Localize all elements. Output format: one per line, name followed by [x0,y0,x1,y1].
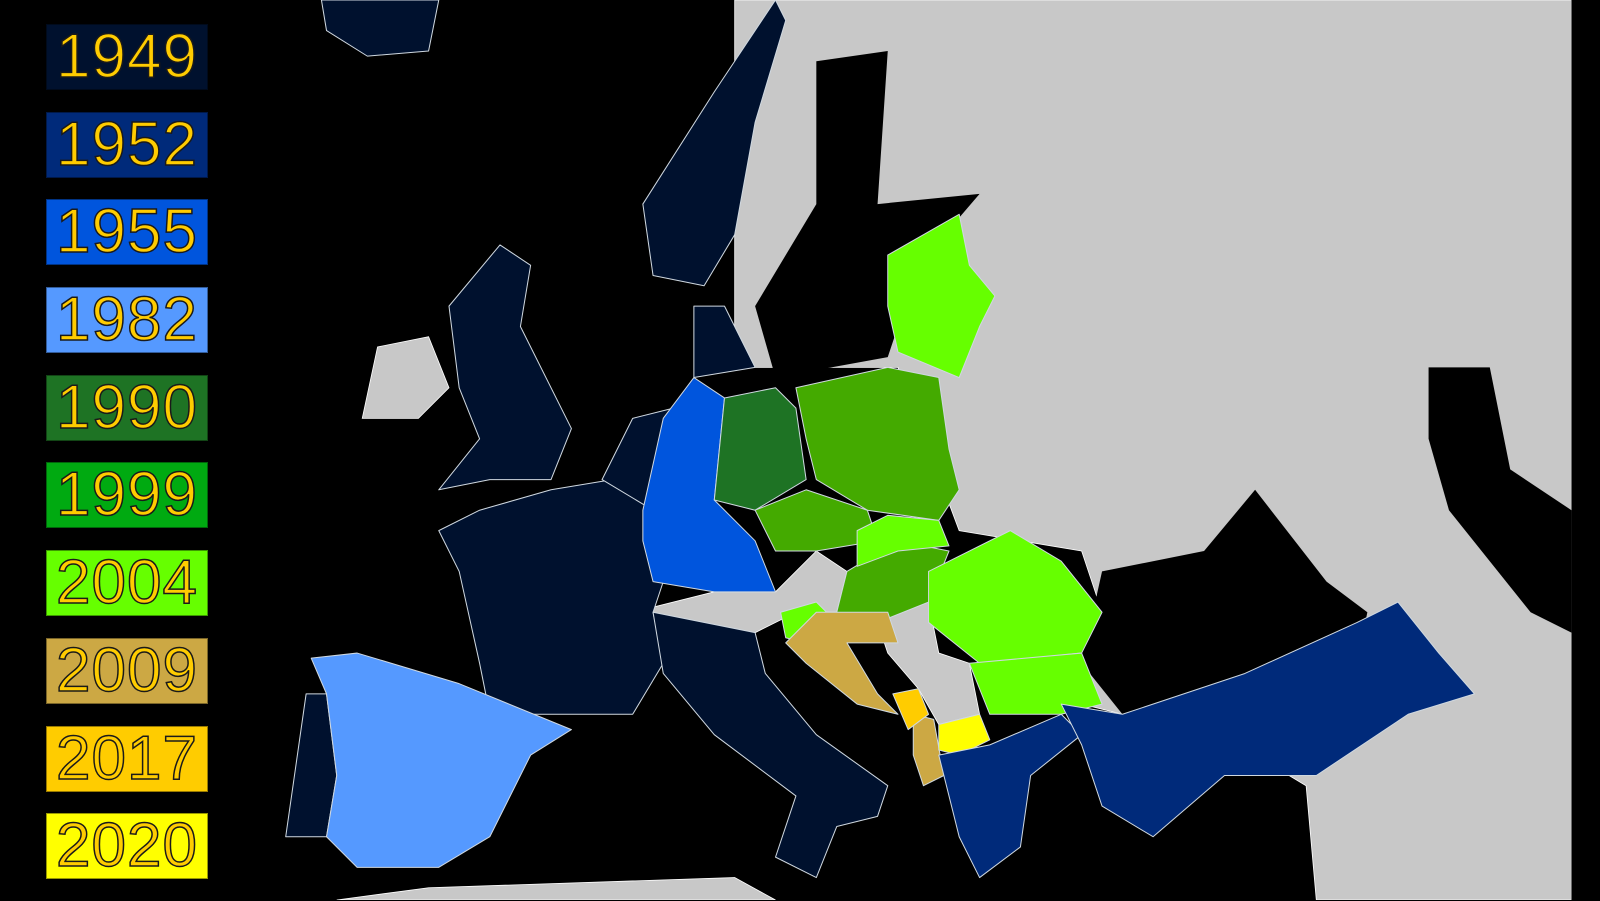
legend-item-1955: 1955 [46,197,208,267]
spain [310,652,572,868]
east-germany [713,387,807,511]
legend-year: 2020 [55,811,198,881]
montenegro [892,688,930,731]
legend-item-1990: 1990 [46,372,208,442]
legend-year: 1982 [55,285,198,355]
legend-item-2009: 2009 [46,635,208,705]
turkey [1060,601,1476,838]
legend-item-2017: 2017 [46,723,208,793]
croatia [785,611,899,715]
legend-item-2004: 2004 [46,548,208,618]
legend-item-1999: 1999 [46,460,208,530]
poland [795,366,960,521]
legend: 1949 1952 1955 1982 1990 1999 2004 2009 … [46,24,210,901]
greece [938,713,1083,879]
albania [912,713,945,787]
slovakia [856,514,950,567]
legend-year: 1955 [55,197,198,267]
member-countries [285,0,1476,879]
iceland [320,0,440,57]
legend-year: 2004 [55,548,198,618]
west-germany [642,377,777,593]
romania [928,530,1103,664]
legend-year: 1949 [55,22,198,91]
legend-year: 1952 [55,109,198,179]
united-kingdom [438,244,572,491]
legend-year: 1990 [55,372,198,442]
legend-item-1949: 1949 [46,24,208,90]
legend-item-1952: 1952 [46,109,208,179]
norway [642,0,787,287]
legend-year: 2009 [55,635,198,705]
legend-item-1982: 1982 [46,285,208,355]
baltic-states [887,213,996,379]
bulgaria [968,652,1103,715]
denmark [693,305,756,379]
france [438,479,674,715]
legend-year: 1999 [55,460,198,530]
legend-year: 2017 [55,723,198,793]
legend-item-2020: 2020 [46,811,208,881]
italy [652,611,889,879]
